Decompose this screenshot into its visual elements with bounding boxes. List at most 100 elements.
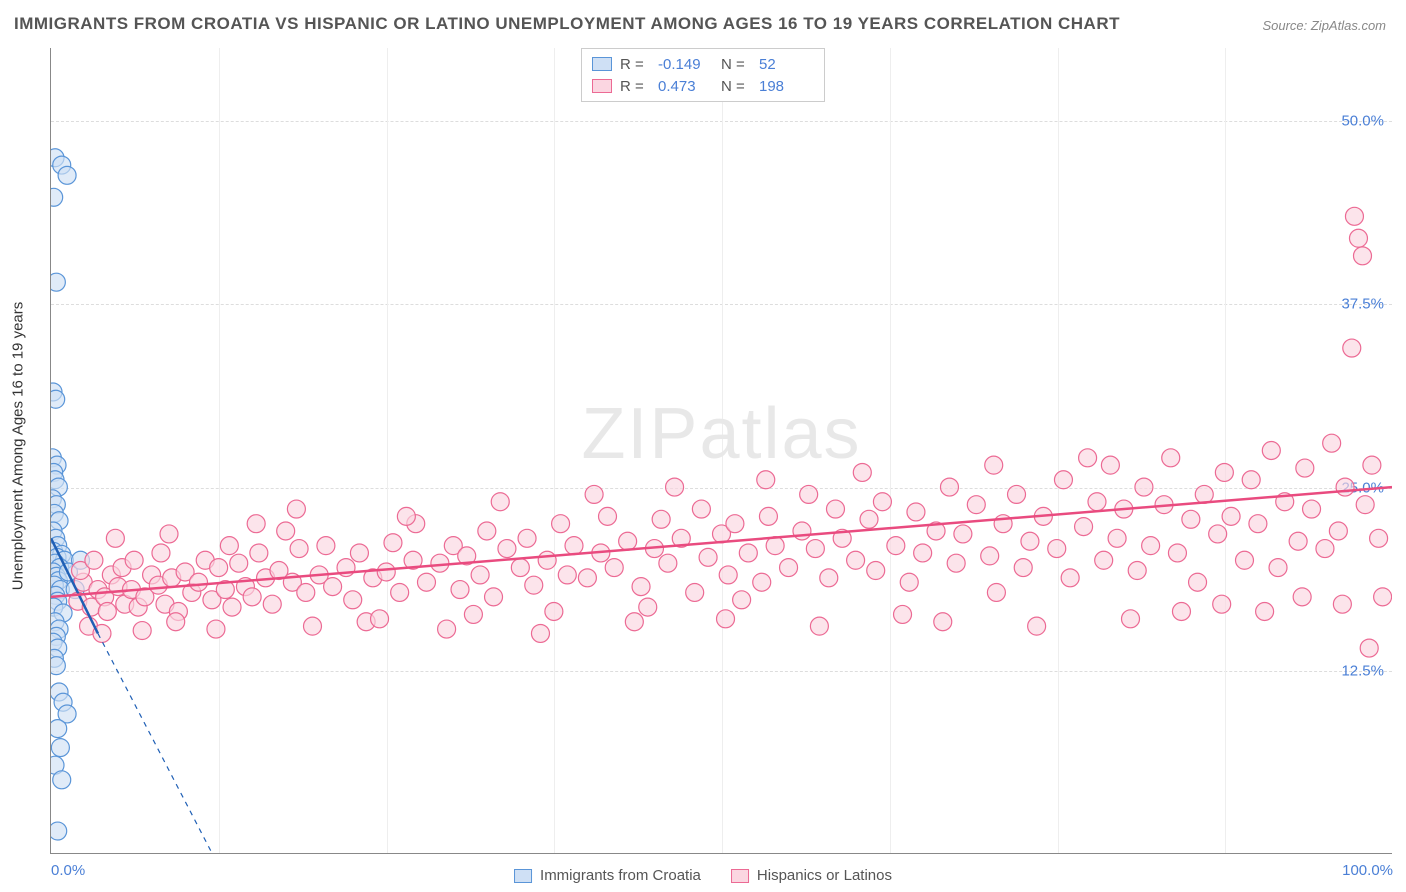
data-point: [498, 540, 516, 558]
data-point: [485, 588, 503, 606]
data-point: [565, 537, 583, 555]
data-point: [290, 540, 308, 558]
data-point: [98, 603, 116, 621]
data-point: [371, 610, 389, 628]
data-point: [780, 559, 798, 577]
data-point: [223, 598, 241, 616]
data-point: [51, 739, 69, 757]
data-point: [639, 598, 657, 616]
data-point: [545, 603, 563, 621]
data-point: [1256, 603, 1274, 621]
data-point: [51, 390, 65, 408]
data-point: [391, 583, 409, 601]
data-point: [860, 510, 878, 528]
data-point: [207, 620, 225, 638]
data-point: [1209, 525, 1227, 543]
data-point: [478, 522, 496, 540]
data-point: [1061, 569, 1079, 587]
data-point: [1122, 610, 1140, 628]
data-point: [753, 573, 771, 591]
data-point: [800, 485, 818, 503]
data-point: [350, 544, 368, 562]
series-legend: Immigrants from CroatiaHispanics or Lati…: [514, 867, 892, 884]
data-point: [1189, 573, 1207, 591]
data-point: [344, 591, 362, 609]
data-point: [230, 554, 248, 572]
data-point: [1249, 515, 1267, 533]
data-point: [947, 554, 965, 572]
data-point: [810, 617, 828, 635]
data-point: [417, 573, 435, 591]
data-point: [987, 583, 1005, 601]
legend-swatch: [731, 869, 749, 883]
data-point: [1242, 471, 1260, 489]
data-point: [652, 510, 670, 528]
data-point: [1008, 485, 1026, 503]
y-axis-label: Unemployment Among Ages 16 to 19 years: [10, 302, 27, 591]
data-point: [1021, 532, 1039, 550]
legend-row: R =-0.149N =52: [592, 53, 814, 75]
data-point: [847, 551, 865, 569]
source-attribution: Source: ZipAtlas.com: [1262, 18, 1386, 33]
data-point: [1333, 595, 1351, 613]
data-point: [619, 532, 637, 550]
data-point: [1213, 595, 1231, 613]
chart-title: IMMIGRANTS FROM CROATIA VS HISPANIC OR L…: [14, 14, 1120, 34]
legend-n-label: N =: [721, 56, 751, 73]
data-point: [317, 537, 335, 555]
data-point: [160, 525, 178, 543]
legend-item: Hispanics or Latinos: [731, 867, 892, 884]
data-point: [51, 188, 63, 206]
legend-r-label: R =: [620, 78, 650, 95]
data-point: [324, 578, 342, 596]
data-point: [853, 463, 871, 481]
xtick-label: 100.0%: [1342, 862, 1393, 879]
data-point: [51, 822, 67, 840]
data-point: [1374, 588, 1392, 606]
data-point: [967, 496, 985, 514]
data-point: [220, 537, 238, 555]
data-point: [739, 544, 757, 562]
data-point: [1262, 442, 1280, 460]
data-point: [243, 588, 261, 606]
data-point: [1316, 540, 1334, 558]
data-point: [471, 566, 489, 584]
data-point: [297, 583, 315, 601]
data-point: [51, 273, 65, 291]
legend-r-value: 0.473: [658, 78, 713, 95]
data-point: [397, 507, 415, 525]
data-point: [247, 515, 265, 533]
data-point: [686, 583, 704, 601]
data-point: [1048, 540, 1066, 558]
trend-line-extrapolation: [98, 633, 212, 853]
data-point: [1293, 588, 1311, 606]
data-point: [538, 551, 556, 569]
data-point: [759, 507, 777, 525]
data-point: [53, 771, 71, 789]
data-point: [1336, 478, 1354, 496]
data-point: [914, 544, 932, 562]
legend-n-value: 198: [759, 78, 814, 95]
data-point: [1079, 449, 1097, 467]
data-point: [1182, 510, 1200, 528]
data-point: [1128, 562, 1146, 580]
legend-swatch: [592, 79, 612, 93]
data-point: [793, 522, 811, 540]
data-point: [1142, 537, 1160, 555]
data-point: [719, 566, 737, 584]
data-point: [820, 569, 838, 587]
data-point: [1303, 500, 1321, 518]
data-point: [1323, 434, 1341, 452]
data-point: [1101, 456, 1119, 474]
data-point: [152, 544, 170, 562]
data-point: [1363, 456, 1381, 474]
data-point: [699, 548, 717, 566]
data-point: [377, 563, 395, 581]
chart-plot-area: ZIPatlas 12.5%25.0%37.5%50.0%0.0%100.0%: [50, 48, 1392, 854]
data-point: [263, 595, 281, 613]
data-point: [210, 559, 228, 577]
data-point: [873, 493, 891, 511]
data-point: [1162, 449, 1180, 467]
data-point: [1349, 229, 1367, 247]
data-point: [940, 478, 958, 496]
